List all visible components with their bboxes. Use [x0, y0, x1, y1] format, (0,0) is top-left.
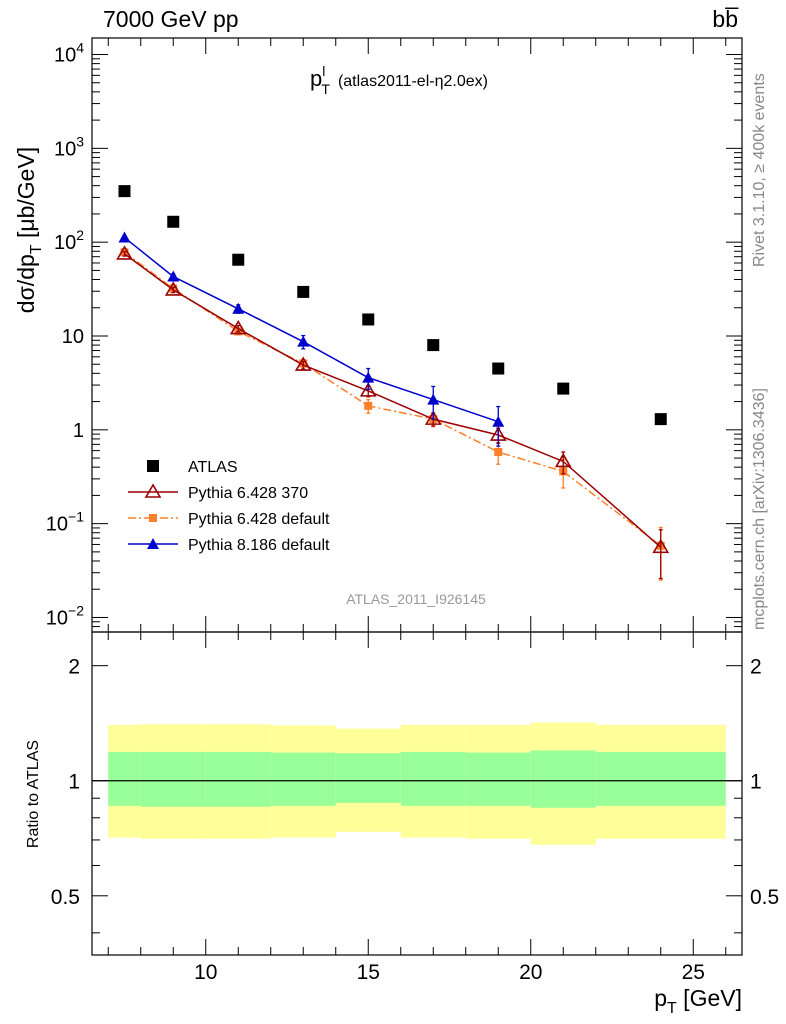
x-tick-label: 10 [194, 961, 217, 984]
analysis-watermark: ATLAS_2011_I926145 [346, 591, 486, 607]
uncertainty-band-inner [400, 751, 466, 806]
data-point [652, 538, 670, 554]
data-point [167, 215, 180, 228]
x-tick-label: 25 [682, 961, 705, 984]
data-point [294, 356, 312, 371]
legend-label: Pythia 6.428 default [188, 511, 330, 528]
legend-marker [149, 514, 157, 522]
data-point [654, 413, 667, 426]
uncertainty-band-inner [205, 751, 271, 807]
uncertainty-band-inner [270, 752, 336, 806]
legend-entry: Pythia 8.186 default [128, 537, 330, 554]
y-tick-label: 1 [73, 420, 84, 442]
series-line [124, 236, 499, 423]
data-point [492, 415, 505, 427]
legend: ATLAS Pythia 6.428 370 Pythia 6.428 defaul… [128, 459, 330, 554]
legend-marker [147, 538, 159, 549]
uncertainty-band-inner [595, 751, 726, 806]
rivet-version-label: Rivet 3.1.10, ≥ 400k events [751, 73, 768, 267]
data-point [424, 410, 442, 425]
y-tick-label: 103 [54, 133, 84, 160]
ratio-y-tick-label-right: 2 [750, 656, 762, 679]
ratio-y-axis-label: Ratio to ATLAS [25, 740, 42, 848]
legend-marker [144, 483, 162, 498]
plot-title: pl T (atlas2011-el-η2.0ex) [310, 63, 488, 97]
y-tick-label: 104 [54, 40, 84, 67]
energy-label: 7000 GeV pp [103, 6, 239, 32]
data-point [167, 270, 180, 282]
ratio-plot-frame [91, 631, 743, 956]
legend-label: ATLAS [188, 459, 238, 476]
series-pythia-6-428-370 [116, 245, 670, 580]
legend-entry: Pythia 6.428 370 [128, 483, 308, 502]
mcplots-label: mcplots.cern.ch [arXiv:1306.3436] [751, 388, 768, 630]
series-pythia-8-186-default [118, 231, 505, 447]
series-pythia-6-428-default [120, 248, 665, 581]
x-tick-label: 20 [519, 961, 542, 984]
series-line [124, 253, 662, 548]
series-atlas [118, 185, 667, 426]
uncertainty-band-inner [140, 751, 206, 807]
y-axis-label: dσ/dpT [μb/GeV] [13, 147, 45, 313]
data-point [557, 382, 570, 395]
data-point [232, 302, 245, 314]
ratio-y-tick-label: 2 [68, 656, 80, 679]
data-point [427, 393, 440, 405]
main-plot-panel: 10−2 10−1 1 10 102 103 104 dσ/dpT [μb/GeV] pl T (a… [13, 37, 743, 633]
data-point [492, 362, 505, 375]
data-point [297, 335, 310, 347]
y-tick-label: 10−1 [46, 509, 84, 536]
data-point [362, 313, 375, 326]
legend-entry: ATLAS [147, 459, 238, 476]
data-point [359, 382, 377, 397]
uncertainty-band-inner [108, 751, 141, 806]
uncertainty-band-inner [530, 750, 596, 808]
ratio-y-tick-label: 1 [68, 771, 80, 794]
data-point [364, 401, 373, 410]
data-point [297, 285, 310, 298]
data-point [232, 253, 245, 266]
process-label: bb̅ [712, 6, 738, 32]
ratio-y-tick-label-right: 0.5 [750, 886, 779, 909]
uncertainty-band-inner [335, 753, 401, 803]
data-point [554, 452, 572, 468]
ratio-y-tick-label: 0.5 [51, 886, 80, 909]
data-point [164, 281, 182, 296]
data-point [118, 231, 131, 243]
ratio-y-tick-label-right: 1 [750, 771, 762, 794]
ratio-plot-panel: 0.5 0.5 1 1 2 2 10 15 20 25 Ratio to ATLAS pT [GeV] [25, 631, 779, 1017]
legend-entry: Pythia 6.428 default [128, 511, 330, 528]
y-tick-label: 10−2 [46, 602, 84, 629]
x-tick-label: 15 [357, 961, 380, 984]
y-tick-label: 102 [54, 227, 84, 254]
x-axis-label: pT [GeV] [654, 985, 742, 1017]
data-point [118, 185, 131, 198]
legend-label: Pythia 6.428 370 [188, 485, 308, 502]
data-point [427, 339, 440, 352]
legend-marker [147, 460, 159, 472]
legend-label: Pythia 8.186 default [188, 537, 330, 554]
data-point [362, 371, 375, 383]
data-point [229, 319, 247, 335]
y-tick-label: 10 [62, 326, 84, 348]
data-point [116, 245, 133, 260]
data-point [494, 448, 503, 457]
uncertainty-band-inner [465, 752, 531, 806]
